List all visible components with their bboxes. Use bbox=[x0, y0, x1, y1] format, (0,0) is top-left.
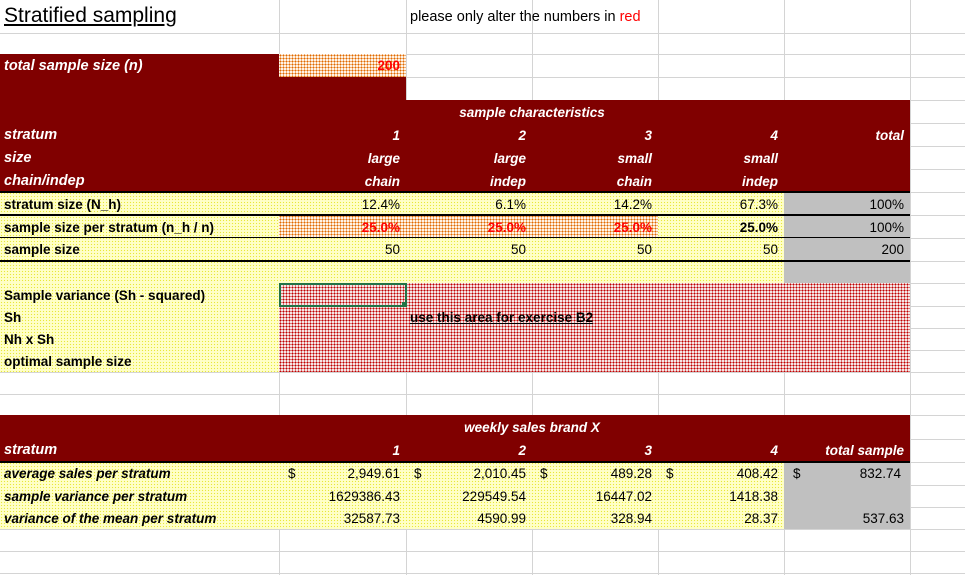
weekly-stratum-label: stratum bbox=[0, 439, 279, 462]
label-sample-variance: Sample variance (Sh - squared) bbox=[4, 288, 206, 303]
stratum-4: 4 bbox=[658, 124, 784, 147]
sample-size-3[interactable]: 50 bbox=[636, 242, 652, 257]
weekly-total-area bbox=[784, 462, 910, 529]
sample-share-input-3[interactable]: 25.0% bbox=[613, 220, 652, 235]
currency-symbol: $ bbox=[793, 466, 801, 481]
row-stratum-size-label: stratum size (N_h) bbox=[4, 197, 122, 212]
characteristics-title: sample characteristics bbox=[406, 101, 658, 124]
sample-variance-3[interactable]: 16447.02 bbox=[595, 489, 652, 504]
row-sample-share-label: sample size per stratum (n_h / n) bbox=[4, 220, 215, 235]
size-1: large bbox=[279, 147, 406, 170]
chain-3: chain bbox=[532, 170, 658, 193]
sample-share-total[interactable]: 100% bbox=[869, 220, 904, 235]
sample-size-4[interactable]: 50 bbox=[762, 242, 778, 257]
size-3: small bbox=[532, 147, 658, 170]
weekly-stratum-3: 3 bbox=[532, 439, 658, 462]
variance-mean-2[interactable]: 4590.99 bbox=[477, 511, 526, 526]
size-4: small bbox=[658, 147, 784, 170]
exercise-labels-area bbox=[0, 283, 279, 372]
sample-share-input-1[interactable]: 25.0% bbox=[361, 220, 400, 235]
chain-1: chain bbox=[279, 170, 406, 193]
stratum-size-2[interactable]: 6.1% bbox=[495, 197, 526, 212]
sample-variance-2[interactable]: 229549.54 bbox=[462, 489, 526, 504]
label-nh-x-sh: Nh x Sh bbox=[4, 332, 55, 347]
row-variance-of-mean-label: variance of the mean per stratum bbox=[4, 511, 217, 526]
sample-variance-1[interactable]: 1629386.43 bbox=[328, 489, 400, 504]
currency-symbol: $ bbox=[414, 466, 422, 481]
stratum-size-1[interactable]: 12.4% bbox=[361, 197, 400, 212]
variance-mean-total[interactable]: 537.63 bbox=[862, 511, 904, 526]
chain-2: indep bbox=[406, 170, 532, 193]
size-2: large bbox=[406, 147, 532, 170]
sample-variance-4[interactable]: 1418.38 bbox=[729, 489, 778, 504]
label-sh: Sh bbox=[4, 310, 22, 325]
stratum-3: 3 bbox=[532, 124, 658, 147]
currency-symbol: $ bbox=[288, 466, 296, 481]
avg-sales-1[interactable]: 2,949.61 bbox=[347, 466, 400, 481]
header-total: total bbox=[784, 124, 910, 147]
stratum-size-4[interactable]: 67.3% bbox=[739, 197, 778, 212]
weekly-stratum-4: 4 bbox=[658, 439, 784, 462]
fill-handle[interactable] bbox=[402, 302, 407, 307]
input-percent-area bbox=[279, 215, 658, 238]
sample-size-2[interactable]: 50 bbox=[510, 242, 526, 257]
row-sample-variance-label: sample variance per stratum bbox=[4, 489, 188, 504]
variance-mean-4[interactable]: 28.37 bbox=[744, 511, 778, 526]
total-sample-label: total sample size (n) bbox=[0, 55, 279, 78]
avg-sales-3[interactable]: 489.28 bbox=[610, 466, 652, 481]
stratum-1: 1 bbox=[279, 124, 406, 147]
weekly-stratum-1: 1 bbox=[279, 439, 406, 462]
chain-4: indep bbox=[658, 170, 784, 193]
currency-symbol: $ bbox=[666, 466, 674, 481]
header-stratum-label: stratum bbox=[0, 124, 279, 147]
stratum-size-3[interactable]: 14.2% bbox=[613, 197, 652, 212]
currency-symbol: $ bbox=[540, 466, 548, 481]
row-average-sales-label: average sales per stratum bbox=[4, 466, 171, 481]
variance-mean-1[interactable]: 32587.73 bbox=[343, 511, 400, 526]
stratum-size-total[interactable]: 100% bbox=[869, 197, 904, 212]
instruction-note: please only alter the numbers in red bbox=[410, 9, 641, 25]
sample-size-total[interactable]: 200 bbox=[881, 242, 904, 257]
weekly-stratum-2: 2 bbox=[406, 439, 532, 462]
weekly-sales-title: weekly sales brand X bbox=[406, 416, 658, 439]
selected-cell[interactable] bbox=[279, 283, 407, 307]
avg-sales-4[interactable]: 408.42 bbox=[736, 466, 778, 481]
avg-sales-2[interactable]: 2,010.45 bbox=[473, 466, 526, 481]
sample-share-4[interactable]: 25.0% bbox=[739, 220, 778, 235]
header-size-label: size bbox=[0, 147, 279, 170]
sample-share-input-2[interactable]: 25.0% bbox=[487, 220, 526, 235]
avg-sales-total[interactable]: 832.74 bbox=[859, 466, 901, 481]
weekly-data-area bbox=[0, 462, 784, 529]
exercise-b2-area[interactable] bbox=[279, 283, 910, 372]
stratum-2: 2 bbox=[406, 124, 532, 147]
sheet-title: Stratified sampling bbox=[4, 4, 177, 27]
variance-mean-3[interactable]: 328.94 bbox=[610, 511, 652, 526]
header-chain-label: chain/indep bbox=[0, 170, 279, 193]
exercise-area-note: use this area for exercise B2 bbox=[410, 310, 594, 325]
label-optimal-sample-size: optimal sample size bbox=[4, 354, 132, 369]
sample-size-1[interactable]: 50 bbox=[384, 242, 400, 257]
row-sample-size-label: sample size bbox=[4, 242, 80, 257]
weekly-total-header: total sample bbox=[784, 439, 910, 462]
total-sample-input[interactable]: 200 bbox=[279, 54, 406, 77]
